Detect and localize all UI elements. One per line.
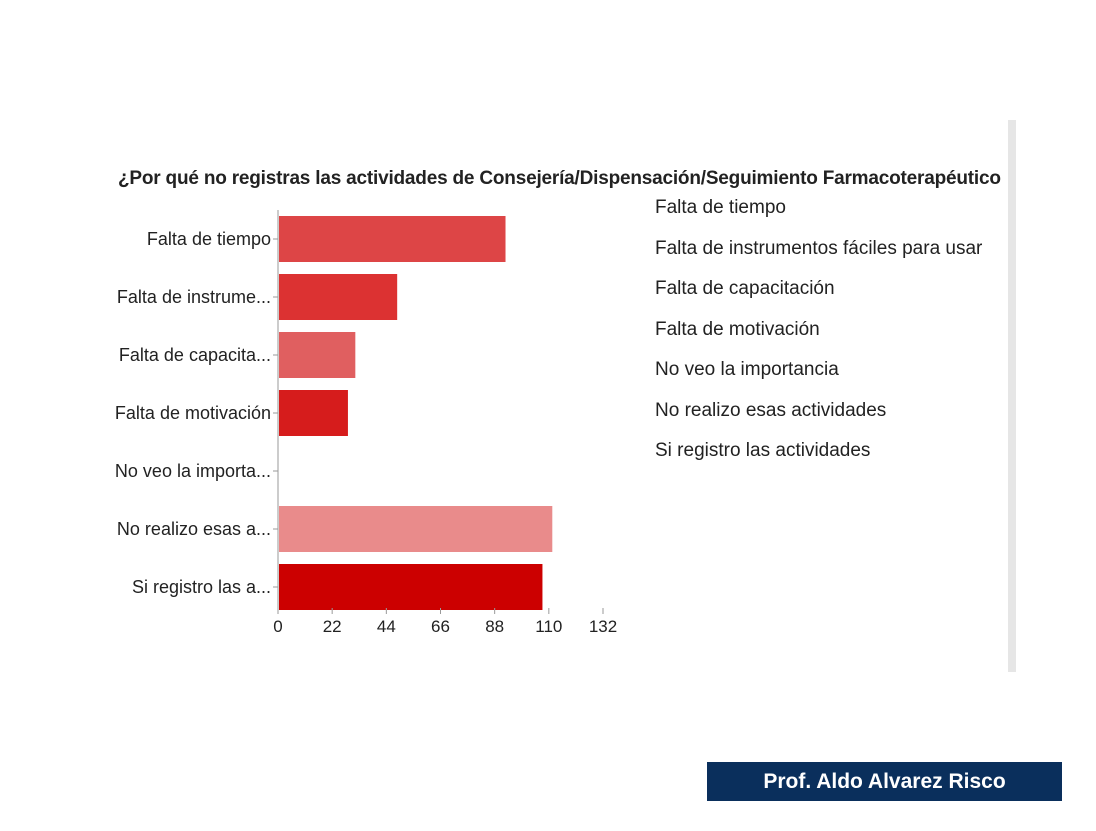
author-credit-text: Prof. Aldo Alvarez Risco (763, 769, 1006, 793)
chart-panel (100, 120, 1016, 672)
chart-title: ¿Por qué no registras las actividades de… (118, 168, 1006, 189)
bar[interactable] (279, 274, 398, 320)
legend-entry: No veo la importancia (655, 359, 839, 380)
category-label: No realizo esas a... (117, 519, 271, 539)
x-tick-label: 44 (377, 617, 396, 636)
category-label: Falta de instrume... (117, 287, 271, 307)
x-tick-label: 110 (535, 617, 562, 636)
x-tick-label: 66 (431, 617, 450, 636)
author-credit-banner: Prof. Aldo Alvarez Risco (707, 762, 1062, 801)
bar[interactable] (279, 564, 543, 610)
x-tick-label: 22 (323, 617, 342, 636)
x-tick-label: 88 (485, 617, 504, 636)
category-label: Si registro las a... (132, 577, 271, 597)
category-label: Falta de capacita... (119, 345, 271, 365)
category-label: Falta de tiempo (147, 229, 271, 249)
panel-scrollbar[interactable] (1008, 120, 1016, 672)
category-label: Falta de motivación (115, 403, 271, 423)
legend-entry: Falta de motivación (655, 318, 820, 340)
legend-entry: Falta de instrumentos fáciles para usar (655, 237, 983, 259)
bar[interactable] (279, 216, 506, 262)
legend-entry: Si registro las actividades (655, 440, 871, 461)
legend-entry: No realizo esas actividades (655, 399, 887, 421)
x-tick-label: 132 (589, 617, 617, 636)
category-label: No veo la importa... (115, 461, 271, 481)
chart-legend: Falta de tiempo Falta de instrumentos fá… (655, 196, 982, 480)
x-tick-label: 0 (273, 617, 282, 636)
bar[interactable] (279, 506, 553, 552)
bar[interactable] (279, 332, 356, 378)
legend-entry: Falta de tiempo (655, 197, 786, 218)
legend-entry: Falta de capacitación (655, 278, 835, 299)
bar[interactable] (279, 390, 348, 436)
